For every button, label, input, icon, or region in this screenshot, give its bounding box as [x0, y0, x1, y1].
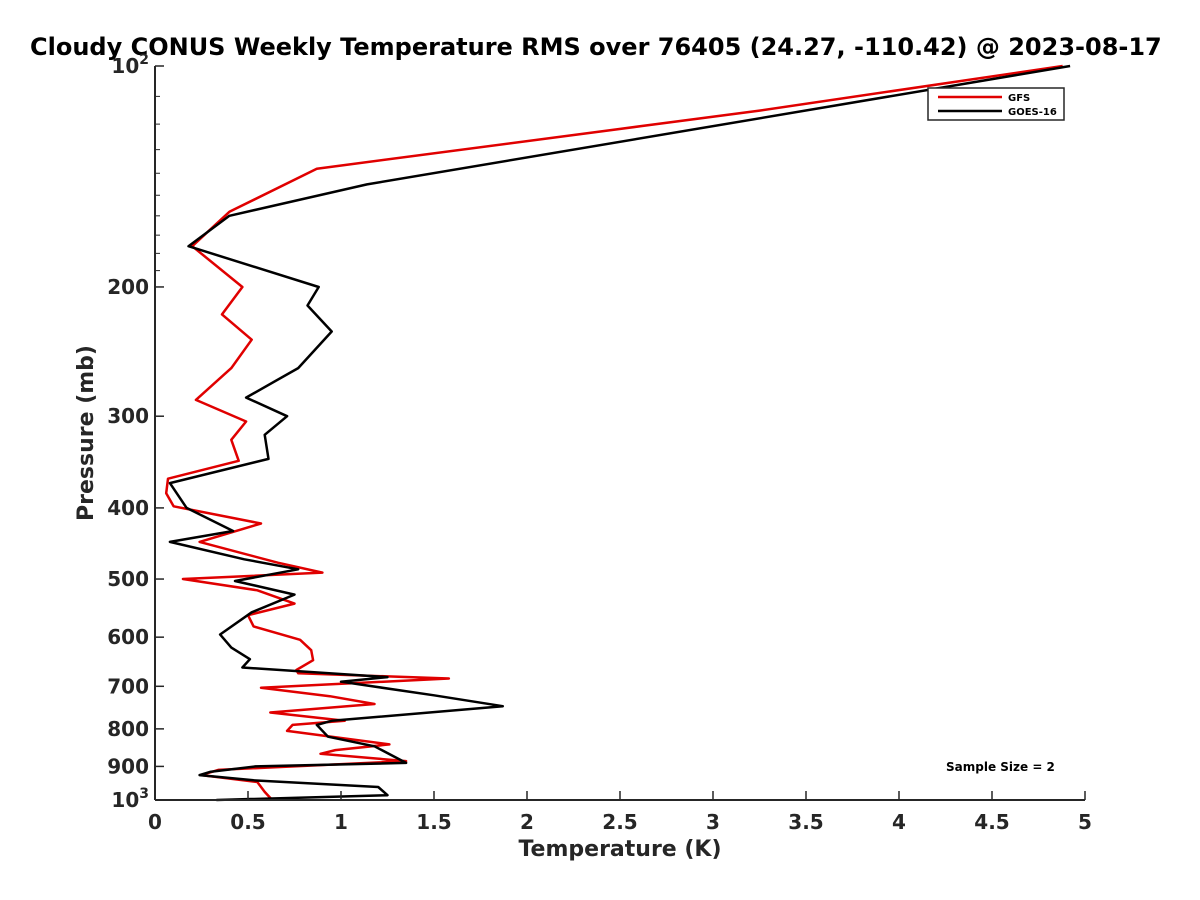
y-axis-label: Pressure (mb) [74, 345, 99, 521]
y-tick-label: 103 [111, 786, 149, 812]
series-line-goes-16 [168, 64, 1071, 802]
legend-label-gfs: GFS [1008, 93, 1030, 104]
y-tick-label: 700 [107, 674, 149, 698]
x-tick-label: 0.5 [230, 810, 265, 834]
y-tick-label: 900 [107, 754, 149, 778]
x-tick-label: 3.5 [788, 810, 823, 834]
y-tick-label: 102 [111, 52, 149, 78]
y-tick-label: 200 [107, 275, 149, 299]
x-tick-label: 1 [334, 810, 348, 834]
series-line-gfs [164, 64, 1063, 801]
x-tick-label: 1.5 [416, 810, 451, 834]
legend-box [927, 87, 1065, 121]
legend-label-goes-16: GOES-16 [1008, 107, 1057, 118]
x-tick-label: 0 [148, 810, 162, 834]
x-tick-label: 4.5 [974, 810, 1009, 834]
series-group [164, 64, 1071, 802]
x-tick-label: 2 [520, 810, 534, 834]
y-tick-label: 600 [107, 625, 149, 649]
x-axis-ticks: 0 0.5 1 1.5 2 2.5 3 3.5 4 4.5 5 [148, 791, 1092, 834]
chart-title: Cloudy CONUS Weekly Temperature RMS over… [30, 33, 1162, 61]
x-tick-label: 5 [1078, 810, 1092, 834]
sample-size-annotation: Sample Size = 2 [946, 760, 1055, 774]
x-tick-label: 3 [706, 810, 720, 834]
legend: GFS GOES-16 [927, 87, 1065, 121]
y-tick-label: 300 [107, 404, 149, 428]
y-tick-label: 800 [107, 717, 149, 741]
y-tick-label: 500 [107, 567, 149, 591]
y-axis-ticks: 102 200 300 400 500 600 700 800 900 103 [107, 52, 164, 812]
x-axis-label: Temperature (K) [518, 837, 721, 862]
x-tick-label: 4 [892, 810, 906, 834]
x-tick-label: 2.5 [602, 810, 637, 834]
y-tick-label: 400 [107, 496, 149, 520]
